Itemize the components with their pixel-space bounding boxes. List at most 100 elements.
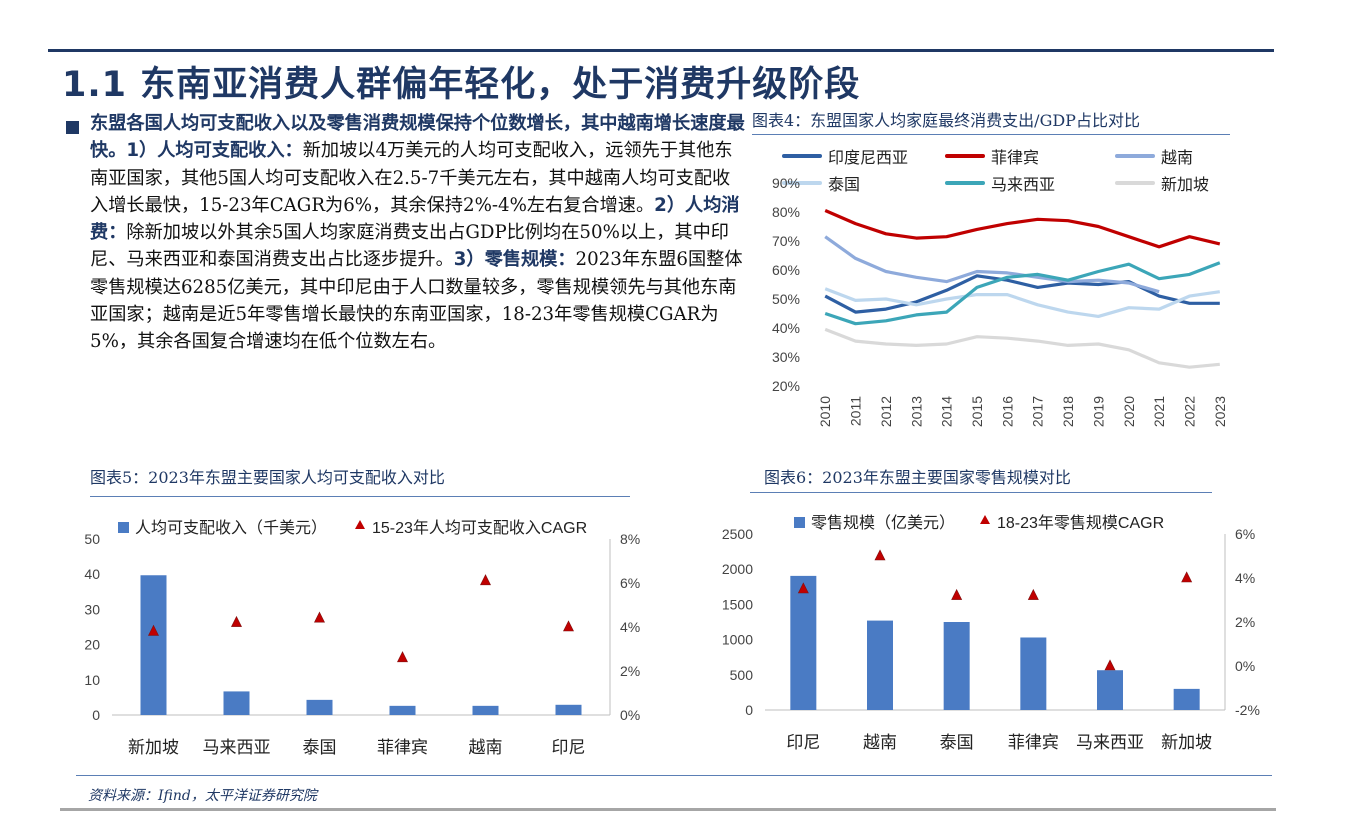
body-p3-text: 2023年东盟6国整体零售规模达6285亿美元，其中印尼由于人口数量较多，零售规… — [90, 249, 743, 353]
bar — [1020, 637, 1047, 710]
fig5-chart: 人均可支配收入（千美元） 15-23年人均可支配收入CAGR 0 10 20 30 40 50… — [70, 505, 650, 765]
y-left-tick-label: 50 — [84, 531, 100, 547]
y-right-tick-label: 0% — [620, 707, 640, 723]
legend-label: 零售规模（亿美元） — [811, 514, 955, 532]
y-left-tick-label: 0 — [745, 702, 753, 718]
x-category-label: 越南 — [863, 733, 897, 752]
cagr-marker — [314, 611, 325, 623]
line-series — [824, 209, 1221, 249]
y-right-tick-label: -2% — [1235, 702, 1260, 718]
legend-triangle-icon — [355, 520, 365, 529]
source-note: 资料来源：Ifind，太平洋证券研究院 — [88, 788, 317, 804]
y-right-tick-label: 8% — [620, 531, 640, 547]
fig6-chart: 零售规模（亿美元） 18-23年零售规模CAGR 0 500 1000 1500 2000 2… — [700, 505, 1280, 765]
y-tick-label: 70% — [772, 233, 800, 249]
x-category-label: 新加坡 — [1161, 733, 1212, 752]
fig4-caption: 图表4：东盟国家人均家庭最终消费支出/GDP占比对比 — [752, 111, 1140, 130]
fig4-chart-svg: 20% 30% 40% 50% 60% 70% 80% 90% 2010 2011 2012 2013… — [772, 175, 1228, 427]
line-series — [824, 327, 1220, 369]
legend-label: 新加坡 — [1161, 175, 1210, 194]
body-p3-bold: 3）零售规模： — [453, 249, 576, 271]
bar — [223, 691, 250, 715]
cagr-marker — [951, 588, 963, 600]
bottom-rule — [60, 808, 1276, 811]
x-category-label: 印尼 — [552, 738, 586, 757]
legend-label: 越南 — [1161, 148, 1194, 167]
bar — [555, 704, 582, 715]
cagr-marker — [874, 549, 886, 561]
x-tick-label: 2015 — [969, 396, 985, 427]
body-p1-text: 新加坡以4万美元的人均可支配收入，远领先于其他东南亚国家，其他5国人均可支配收入… — [90, 140, 733, 216]
y-left-tick-label: 500 — [730, 667, 754, 683]
x-category-label: 泰国 — [303, 738, 337, 757]
y-tick-label: 30% — [772, 349, 800, 365]
y-left-tick-label: 1500 — [722, 596, 753, 612]
fig5-caption: 图表5：2023年东盟主要国家人均可支配收入对比 — [90, 468, 445, 487]
x-tick-label: 2011 — [848, 396, 864, 426]
y-right-tick-label: 4% — [1235, 570, 1255, 586]
line-series — [824, 274, 1220, 314]
line-series — [824, 261, 1221, 326]
cagr-marker — [231, 615, 242, 627]
y-left-tick-label: 2500 — [722, 526, 753, 542]
bar — [790, 575, 817, 710]
bullet-square-icon — [66, 121, 79, 134]
fig6-caption-rule — [750, 492, 1212, 493]
legend-label: 15-23年人均可支配收入CAGR — [372, 519, 587, 537]
legend-line-icon — [945, 181, 985, 185]
top-rule — [48, 49, 1274, 52]
cagr-marker — [1181, 571, 1193, 583]
fig4-legend-item: 印度尼西亚 — [782, 144, 908, 168]
y-right-tick-label: 2% — [620, 663, 640, 679]
y-left-tick-label: 20 — [84, 637, 100, 653]
x-category-label: 越南 — [469, 738, 503, 757]
cagr-marker — [1027, 588, 1039, 600]
bar — [867, 620, 893, 710]
bar — [1173, 688, 1200, 710]
y-tick-label: 80% — [772, 204, 800, 220]
body-p2-bold: 2）人均消费： — [90, 194, 740, 244]
source-rule — [76, 775, 1272, 776]
fig4-legend-item: 泰国 — [782, 171, 860, 195]
legend-label: 人均可支配收入（千美元） — [135, 519, 327, 537]
x-category-label: 泰国 — [940, 733, 974, 752]
bar — [1097, 670, 1123, 710]
x-tick-label: 2018 — [1060, 396, 1076, 427]
body-p2-text: 除新加坡以外其余5国人均家庭消费支出占GDP比例均在50%以上，其中印尼、马来西… — [90, 222, 729, 271]
y-left-tick-label: 0 — [92, 707, 100, 723]
x-tick-label: 2021 — [1151, 396, 1167, 427]
y-right-tick-label: 6% — [1235, 526, 1255, 542]
fig4-caption-rule — [752, 134, 1230, 135]
x-category-label: 新加坡 — [128, 738, 179, 757]
y-right-tick-label: 0% — [1235, 658, 1255, 674]
bar — [943, 622, 970, 710]
y-left-tick-label: 2000 — [722, 561, 753, 577]
y-tick-label: 20% — [772, 378, 800, 394]
bar — [472, 705, 499, 715]
fig5-chart-svg: 人均可支配收入（千美元） 15-23年人均可支配收入CAGR 0 10 20 30 40 50… — [84, 519, 640, 757]
x-tick-label: 2012 — [878, 396, 894, 427]
fig5-caption-rule — [90, 496, 630, 497]
fig4-legend-item: 马来西亚 — [945, 171, 1055, 195]
cagr-marker — [480, 574, 491, 586]
fig4-legend: 印度尼西亚 菲律宾 越南 泰国 马来西亚 新加坡 — [770, 142, 1240, 198]
x-tick-label: 2016 — [999, 396, 1015, 427]
bar — [140, 575, 167, 715]
bar — [306, 699, 333, 715]
y-right-tick-label: 2% — [1235, 614, 1255, 630]
x-category-label: 印尼 — [786, 733, 820, 752]
x-tick-label: 2023 — [1212, 396, 1228, 427]
body-paragraph: 东盟各国人均可支配收入以及零售消费规模保持个位数增长，其中越南增长速度最快。1）… — [90, 110, 746, 356]
fig4-legend-item: 菲律宾 — [945, 144, 1039, 168]
line-series — [824, 287, 1221, 318]
y-tick-label: 60% — [772, 262, 800, 278]
fig4-chart: 20% 30% 40% 50% 60% 70% 80% 90% 2010 2011 2012 2013… — [760, 168, 1250, 443]
y-tick-label: 50% — [772, 291, 800, 307]
x-tick-label: 2017 — [1030, 396, 1046, 427]
y-tick-label: 90% — [772, 175, 800, 191]
x-tick-label: 2022 — [1181, 396, 1197, 427]
body-p1-bold: 东盟各国人均可支配收入以及零售消费规模保持个位数增长，其中越南增长速度最快。1）… — [90, 113, 745, 162]
x-category-label: 马来西亚 — [203, 738, 271, 757]
x-tick-label: 2014 — [939, 396, 955, 427]
cagr-marker — [563, 620, 574, 632]
